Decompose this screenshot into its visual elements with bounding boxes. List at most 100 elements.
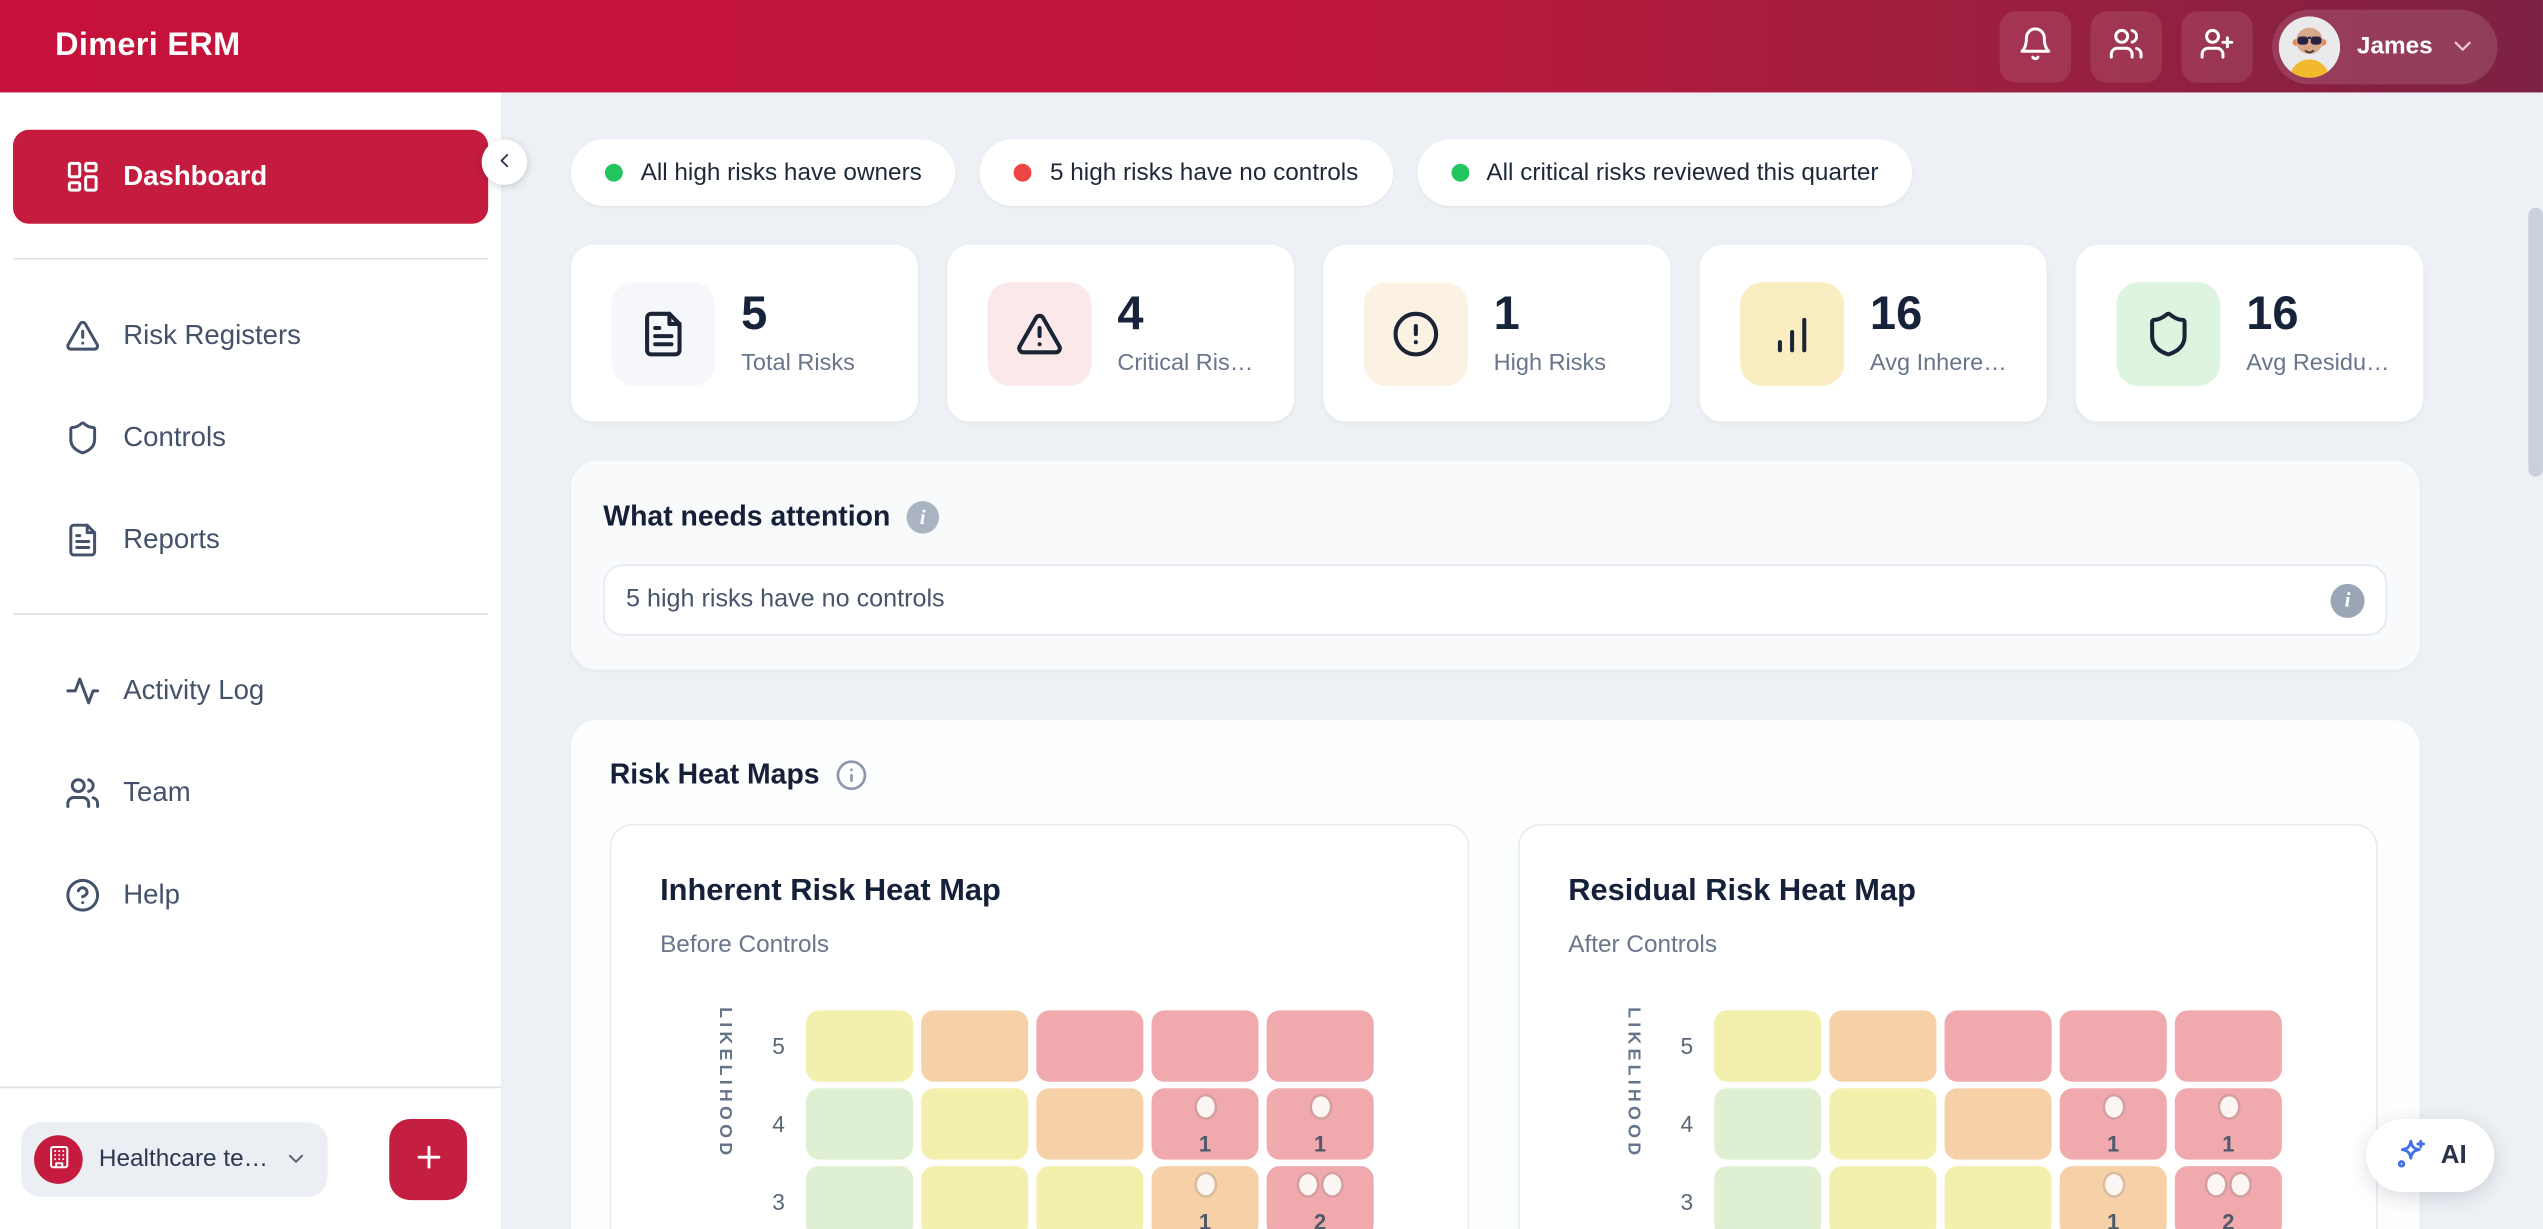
sidebar: Dashboard Risk Registers Controls Reports Ac… xyxy=(0,92,503,1229)
ai-button-label: AI xyxy=(2440,1140,2467,1169)
sidebar-item-risk-registers[interactable]: Risk Registers xyxy=(13,297,488,375)
invite-user-button[interactable] xyxy=(2181,10,2254,82)
workspace-selector[interactable]: Healthcare te… xyxy=(21,1121,328,1197)
heatmap-cell-red[interactable]: 1 xyxy=(2174,1088,2282,1160)
heatmap-row: 4 1 1 xyxy=(1568,1088,2327,1160)
stat-icon-tile xyxy=(987,281,1092,386)
sidebar-item-dashboard[interactable]: Dashboard xyxy=(12,129,489,224)
sidebar-item-controls[interactable]: Controls xyxy=(13,399,488,477)
heatmaps-header: Risk Heat Maps xyxy=(610,757,2381,791)
heatmap-subtitle: Before Controls xyxy=(660,930,830,959)
stat-cards-row: 5 Total Risks 4 Critical Ris… 1 High Risks 16 A… xyxy=(570,244,2543,422)
chevron-down-icon xyxy=(2454,41,2471,51)
main-content: All high risks have owners 5 high risks h… xyxy=(502,92,2543,1229)
stat-label: Avg Inhere… xyxy=(1869,349,2007,376)
risk-count: 1 xyxy=(1314,1132,1327,1157)
building-icon xyxy=(49,1145,68,1168)
sidebar-item-label: Risk Registers xyxy=(123,319,301,351)
file-text-icon xyxy=(69,523,97,557)
stat-value: 1 xyxy=(1493,289,1520,342)
sidebar-item-label: Dashboard xyxy=(123,160,268,192)
heatmap-cell-red[interactable]: 2 xyxy=(1266,1166,1374,1229)
plus-icon xyxy=(416,1144,440,1168)
stat-value: 4 xyxy=(1117,289,1144,342)
status-pill: All high risks have owners xyxy=(570,139,956,206)
heatmap-cell-red[interactable]: 2 xyxy=(2174,1166,2282,1229)
heatmap-cell-orange[interactable] xyxy=(1829,1010,1937,1082)
heatmap-cell-orange[interactable] xyxy=(921,1010,1029,1082)
status-pill-text: 5 high risks have no controls xyxy=(1049,158,1359,187)
heatmap-cell-red[interactable] xyxy=(1036,1010,1144,1082)
heatmap-cell-yellow[interactable] xyxy=(1714,1010,1822,1082)
heatmap-cell-red[interactable] xyxy=(1944,1010,2052,1082)
heatmap-cell-red[interactable]: 1 xyxy=(2059,1088,2167,1160)
attention-header: What needs attention i xyxy=(603,500,2387,534)
risk-dots xyxy=(1151,1174,1258,1196)
risk-dot-icon xyxy=(2231,1174,2250,1196)
status-dot-icon xyxy=(1014,163,1033,182)
divider xyxy=(12,257,489,260)
heatmap-title: Inherent Risk Heat Map xyxy=(660,874,1001,909)
likelihood-tick: 4 xyxy=(1680,1110,1694,1137)
add-workspace-button[interactable] xyxy=(389,1118,468,1200)
sidebar-collapse-button[interactable] xyxy=(481,139,528,185)
sidebar-item-help[interactable]: Help xyxy=(13,856,488,934)
heatmap-cells xyxy=(806,1010,1374,1082)
bar-chart-icon xyxy=(1777,317,1807,352)
stat-icon-tile xyxy=(611,281,716,386)
ai-assistant-button[interactable]: AI xyxy=(2366,1119,2495,1193)
heatmap-cell-green[interactable] xyxy=(1714,1088,1822,1160)
sidebar-item-team[interactable]: Team xyxy=(13,754,488,832)
user-menu[interactable]: James xyxy=(2272,8,2498,84)
risk-dots xyxy=(1151,1096,1258,1118)
info-icon[interactable] xyxy=(836,758,868,790)
info-icon[interactable]: i xyxy=(2330,583,2365,618)
heatmap-cell-green[interactable] xyxy=(806,1088,914,1160)
heatmap-cell-red[interactable] xyxy=(1266,1010,1374,1082)
heatmap-cell-green[interactable] xyxy=(806,1166,914,1229)
risk-count: 1 xyxy=(2107,1132,2120,1157)
attention-title: What needs attention xyxy=(603,499,891,532)
info-icon[interactable]: i xyxy=(906,500,939,533)
stat-icon-tile xyxy=(2116,281,2221,386)
stat-text: 4 Critical Ris… xyxy=(1117,289,1253,376)
brand-logo[interactable]: Dimeri ERM xyxy=(55,27,241,64)
scrollbar-thumb[interactable] xyxy=(2528,207,2543,477)
heatmap-cell-yellow[interactable] xyxy=(1829,1088,1937,1160)
heatmap-cell-red[interactable]: 1 xyxy=(1151,1088,1259,1160)
heatmap-cell-yellow[interactable] xyxy=(1944,1166,2052,1229)
status-pill: 5 high risks have no controls xyxy=(980,139,1393,206)
notifications-button[interactable] xyxy=(2000,10,2072,82)
heatmap-grid: LIKELIHOOD 5 4 1 1 3 1 2 xyxy=(1568,1007,2327,1229)
chevron-left-icon xyxy=(500,153,509,167)
heatmap-cell-yellow[interactable] xyxy=(921,1088,1029,1160)
status-pills-row: All high risks have owners 5 high risks h… xyxy=(570,139,2543,206)
heatmap-cell-red[interactable] xyxy=(2059,1010,2167,1082)
sidebar-item-activity-log[interactable]: Activity Log xyxy=(13,652,488,730)
risk-dots xyxy=(1267,1096,1374,1118)
sidebar-item-reports[interactable]: Reports xyxy=(13,501,488,579)
user-plus-icon xyxy=(2201,28,2234,59)
heatmap-cell-red[interactable] xyxy=(2174,1010,2282,1082)
team-button[interactable] xyxy=(2090,10,2163,82)
heatmap-cell-orange[interactable]: 1 xyxy=(1151,1166,1259,1229)
heatmap-cell-orange[interactable] xyxy=(1036,1088,1144,1160)
stat-card-avg-inhere: 16 Avg Inhere… xyxy=(1699,244,2047,422)
heatmap-cell-yellow[interactable] xyxy=(1829,1166,1937,1229)
heatmap-cell-orange[interactable] xyxy=(1944,1088,2052,1160)
heatmap-row: 5 xyxy=(1568,1010,2327,1082)
heatmap-cell-red[interactable]: 1 xyxy=(1266,1088,1374,1160)
heatmap-cell-red[interactable] xyxy=(1151,1010,1259,1082)
heatmap-cell-green[interactable] xyxy=(1714,1166,1822,1229)
heatmap-cell-yellow[interactable] xyxy=(921,1166,1029,1229)
risk-dots xyxy=(2060,1174,2167,1196)
attention-item[interactable]: 5 high risks have no controls i xyxy=(603,564,2388,636)
heatmap-cell-yellow[interactable] xyxy=(1036,1166,1144,1229)
divider xyxy=(12,613,489,615)
sparkles-icon xyxy=(2397,1138,2425,1167)
heatmap-cell-orange[interactable]: 1 xyxy=(2059,1166,2167,1229)
sidebar-item-label: Reports xyxy=(123,523,220,555)
heatmap-cell-yellow[interactable] xyxy=(806,1010,914,1082)
risk-count: 1 xyxy=(1198,1209,1212,1229)
